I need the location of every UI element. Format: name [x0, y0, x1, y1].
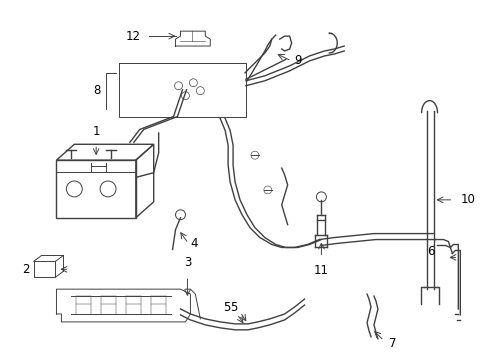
Text: 9: 9	[293, 54, 301, 67]
Text: 8: 8	[94, 84, 101, 97]
Text: 6: 6	[426, 245, 434, 258]
Text: 2: 2	[22, 263, 29, 276]
Text: 10: 10	[459, 193, 474, 206]
Text: 11: 11	[313, 264, 328, 277]
Text: 12: 12	[125, 30, 141, 42]
Text: 1: 1	[92, 125, 100, 138]
Text: 7: 7	[388, 337, 396, 350]
Text: 3: 3	[183, 256, 191, 269]
Text: 4: 4	[190, 237, 198, 250]
Text: 5: 5	[230, 301, 237, 314]
Text: 5: 5	[222, 301, 230, 314]
